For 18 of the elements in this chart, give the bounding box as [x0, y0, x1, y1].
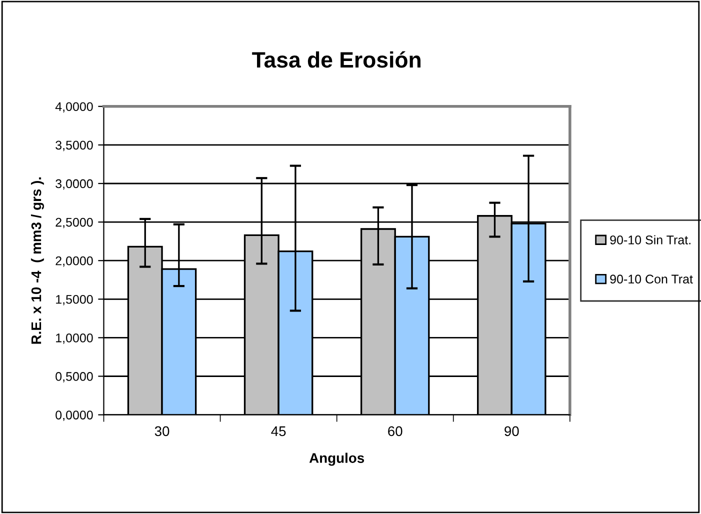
y-tick-label: 1,0000	[56, 334, 93, 344]
y-tick-label: 3,0000	[56, 179, 93, 190]
x-axis-title: Angulos	[309, 452, 364, 466]
x-tick-label: 45	[271, 426, 286, 436]
legend-label: 90-10 Sin Trat.	[610, 235, 690, 244]
y-tick-label: 4,0000	[55, 102, 93, 113]
legend-label: 90-10 Con Trat	[610, 274, 693, 284]
x-tick-label: 30	[154, 426, 170, 436]
y-tick-label: 0,0000	[56, 410, 93, 421]
y-tick-label: 0,5000	[56, 372, 93, 382]
y-tick-label: 3,5000	[56, 140, 93, 152]
x-tick-label: 60	[388, 426, 402, 436]
chart-title: Tasa de Erosión	[252, 51, 420, 68]
x-tick-label: 90	[504, 426, 519, 436]
y-tick-label: 2,0000	[56, 256, 93, 267]
y-tick-label: 1,5000	[56, 294, 93, 306]
y-tick-label: 2,5000	[56, 218, 93, 228]
y-axis-title: R.E. x 10 -4 ( mm3 / grs ).	[30, 177, 44, 344]
